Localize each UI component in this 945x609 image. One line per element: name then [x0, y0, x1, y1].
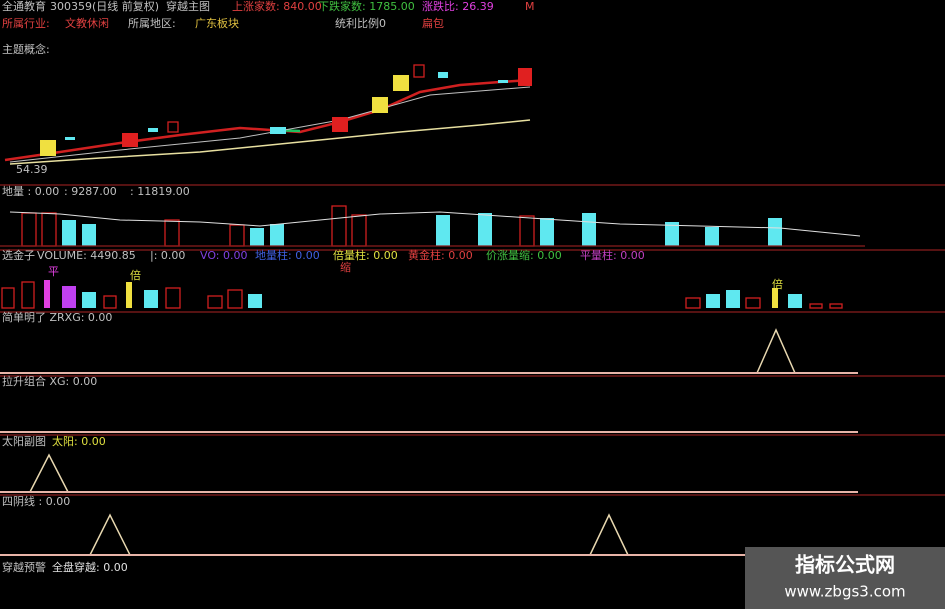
volume-bar [62, 220, 76, 246]
panel-label: 选金子 [2, 248, 35, 262]
signal-bar [227, 289, 243, 309]
bar-tag: 倍 [130, 268, 141, 282]
bar-tag: 倍 [772, 277, 783, 291]
candle [167, 121, 179, 133]
panel-label: 地量 : 0.00 [2, 185, 59, 198]
panel-item: 地量柱: 0.00 [255, 248, 320, 262]
main-chart [4, 64, 532, 165]
candle [332, 117, 348, 132]
low-price: 54.39 [16, 163, 48, 176]
panel-item: 全盘穿越: 0.00 [52, 560, 128, 574]
signal-bar [248, 294, 262, 308]
volume-bar [540, 218, 554, 246]
candle [393, 75, 409, 91]
industry-label: 所属行业: [2, 17, 50, 30]
signal-bar [726, 290, 740, 308]
volume-bar [436, 215, 450, 246]
signal-bar [788, 294, 802, 308]
panel-label: 简单明了 ZRXG: 0.00 [2, 310, 112, 324]
signal-bar [809, 303, 823, 309]
industry: 文教休闲 [65, 16, 109, 30]
down-count: 下跌家数: 1785.00 [318, 0, 415, 13]
signal-bar [685, 297, 701, 309]
candle [40, 140, 56, 156]
panel-item: 黄金柱: 0.00 [408, 248, 473, 262]
signal-bars [1, 280, 843, 309]
signal-bar [82, 292, 96, 308]
panel-label: 太阳副图 [2, 435, 46, 448]
bar-tag: 缩 [340, 261, 351, 274]
signal-line [89, 513, 131, 556]
region: 广东板块 [195, 16, 239, 30]
panel-item: 太阳: 0.00 [52, 435, 106, 448]
stock-code: 300359(日线 前复权) [50, 0, 159, 13]
candle [372, 97, 388, 113]
volume-bars [9, 205, 861, 247]
panel-item: 倍量柱: 0.00 [333, 248, 398, 262]
candle [148, 128, 158, 132]
signal-bar [21, 281, 35, 309]
panel-item: |: 0.00 [150, 249, 185, 262]
concept: 主题概念: [2, 42, 50, 56]
panel-item: : 9287.00 [64, 185, 117, 198]
panel-label: 拉升组合 XG: 0.00 [2, 374, 97, 388]
signal-bar [44, 280, 50, 308]
ma-mid [9, 86, 531, 163]
panel-item: : 11819.00 [130, 185, 190, 198]
volume-bar [768, 218, 782, 246]
candle [438, 72, 448, 78]
candle [498, 80, 508, 83]
indicator-name: 穿越主图 [166, 0, 210, 13]
volume-bar [250, 228, 264, 246]
signal-bar [126, 282, 132, 308]
signal-bar [165, 287, 181, 309]
up-count: 上涨家数: 840.00 [232, 0, 322, 13]
ma-long [9, 119, 531, 165]
profit: 统利比例0 [335, 16, 386, 30]
volume-bar [478, 213, 492, 246]
bar-tag: 平 [48, 265, 59, 278]
region-label: 所属地区: [128, 17, 176, 30]
ma-line [4, 78, 531, 162]
candle [413, 64, 425, 78]
volume-bar [270, 224, 284, 246]
panel-item: 平量柱: 0.00 [580, 248, 645, 262]
signal-bar [144, 290, 158, 308]
signal-bar [772, 288, 778, 308]
candle [518, 68, 532, 86]
watermark-box [745, 547, 945, 609]
signal-bar [103, 295, 117, 309]
panel-label: 四阴线 : 0.00 [2, 494, 70, 508]
volume-bar [705, 227, 719, 246]
volume-bar [665, 222, 679, 246]
candle [270, 127, 286, 134]
volume-bar [9, 211, 861, 237]
candle [122, 133, 138, 147]
extra: 扁包 [422, 17, 444, 30]
signal-bar [706, 294, 720, 308]
panel-label: 穿越预警 [2, 560, 46, 574]
signal-bar [829, 303, 843, 309]
watermark-url: www.zbgs3.com [784, 583, 905, 601]
signal-bar [1, 287, 15, 309]
panel-item: VO: 0.00 [200, 249, 248, 262]
ratio: 涨跌比: 26.39 [422, 0, 494, 13]
volume-bar [82, 224, 96, 246]
stock-name: 全通教育 [2, 0, 46, 13]
signal-line [589, 513, 629, 556]
panel-item: 价涨量缩: 0.00 [486, 249, 562, 262]
signal-line [29, 453, 69, 493]
header: 全通教育 300359(日线 前复权) 穿越主图 上涨家数: 840.00 下跌… [2, 0, 535, 176]
signal-bar [745, 297, 761, 309]
volume-bar [582, 213, 596, 246]
watermark-title: 指标公式网 [795, 553, 895, 577]
panel-item: VOLUME: 4490.85 [37, 249, 136, 262]
candle [65, 137, 75, 140]
m-label: M [525, 0, 535, 13]
signal-bar [207, 295, 223, 309]
signal-bar [62, 286, 76, 308]
